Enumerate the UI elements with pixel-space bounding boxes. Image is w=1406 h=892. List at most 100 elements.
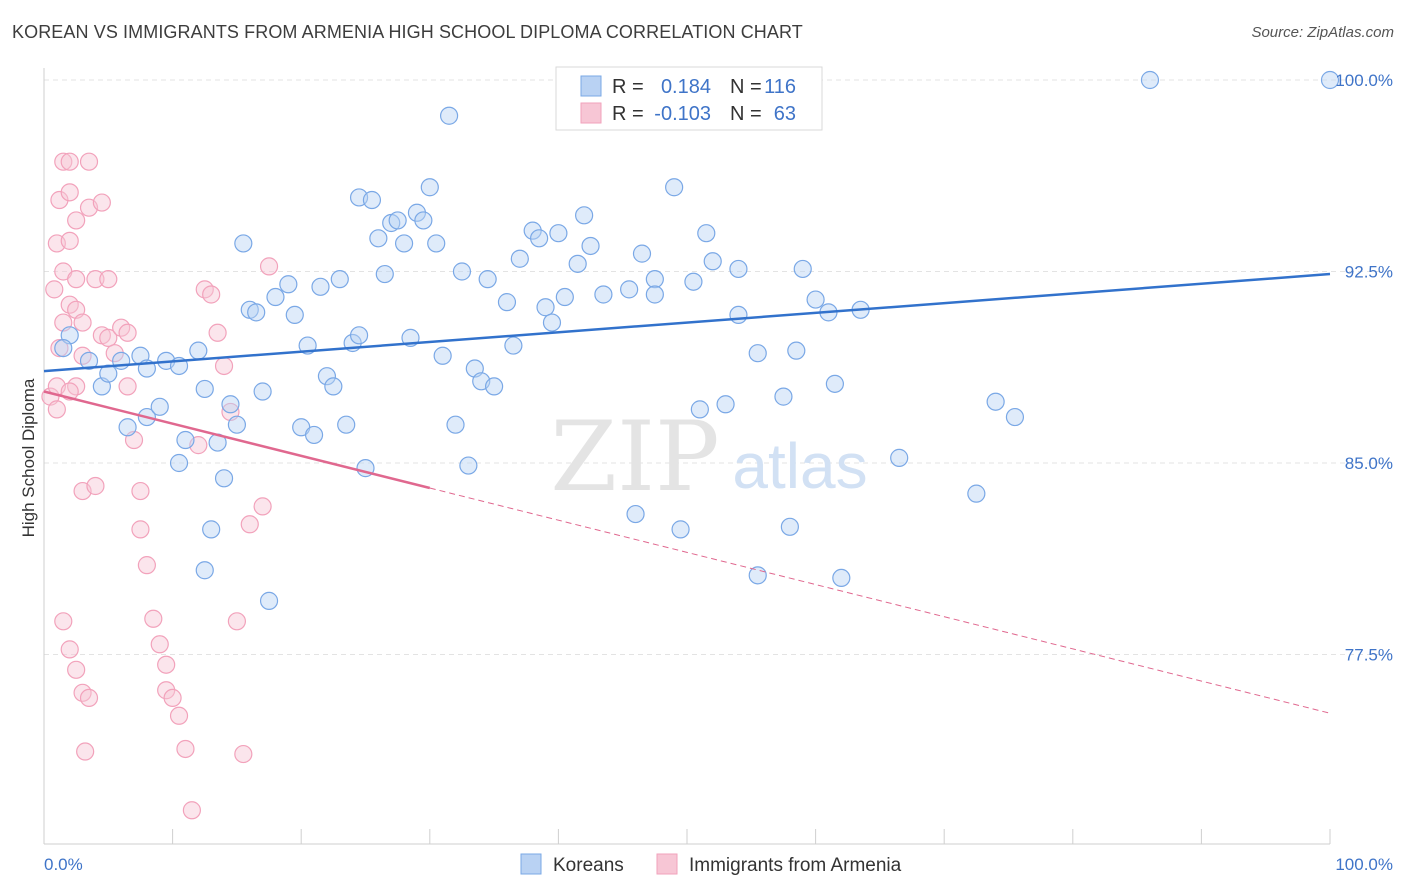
y-tick-label: 77.5% bbox=[1345, 646, 1393, 665]
point-immigrants bbox=[54, 612, 73, 631]
point-immigrants bbox=[67, 660, 86, 679]
point-koreans bbox=[671, 520, 690, 539]
point-immigrants bbox=[50, 339, 69, 358]
axes bbox=[43, 68, 1331, 845]
y-tick-label: 85.0% bbox=[1345, 454, 1393, 473]
stats-row-koreans: R = 0.184 N = 116 bbox=[580, 75, 796, 98]
point-immigrants bbox=[150, 635, 169, 654]
legend-koreans-swatch bbox=[520, 853, 542, 875]
point-immigrants bbox=[45, 280, 64, 299]
point-koreans bbox=[780, 517, 799, 536]
point-koreans bbox=[645, 270, 664, 289]
point-koreans bbox=[214, 469, 234, 488]
point-immigrants bbox=[157, 655, 176, 674]
r-value-koreans: 0.184 bbox=[661, 76, 711, 98]
point-koreans bbox=[665, 178, 684, 197]
point-immigrants bbox=[79, 152, 99, 171]
point-koreans bbox=[317, 367, 337, 386]
point-koreans bbox=[729, 305, 748, 325]
point-koreans bbox=[195, 561, 214, 580]
point-koreans bbox=[279, 275, 298, 294]
point-koreans bbox=[581, 236, 600, 256]
point-koreans bbox=[337, 415, 356, 434]
y-tick-label: 100.0% bbox=[1335, 71, 1393, 90]
point-immigrants bbox=[208, 323, 227, 342]
point-immigrants bbox=[182, 801, 201, 820]
source-credit: Source: ZipAtlas.com bbox=[1251, 24, 1394, 41]
point-koreans bbox=[324, 377, 343, 396]
point-koreans bbox=[234, 234, 253, 253]
n-value-armenia: 63 bbox=[774, 103, 796, 125]
point-koreans bbox=[703, 252, 722, 271]
point-koreans bbox=[825, 374, 844, 393]
point-immigrants bbox=[227, 612, 246, 631]
point-immigrants bbox=[79, 688, 99, 708]
point-koreans bbox=[311, 277, 330, 296]
point-immigrants bbox=[99, 328, 118, 347]
point-immigrants bbox=[118, 377, 137, 396]
watermark-atlas: atlas bbox=[732, 430, 867, 502]
point-koreans bbox=[427, 234, 446, 253]
point-koreans bbox=[626, 504, 645, 524]
x-tick-label-min: 0.0% bbox=[44, 855, 83, 874]
point-koreans bbox=[690, 400, 709, 419]
point-koreans bbox=[169, 453, 189, 473]
point-koreans bbox=[394, 234, 414, 253]
point-immigrants bbox=[259, 257, 279, 276]
grid-lines bbox=[44, 79, 1390, 655]
point-koreans bbox=[793, 259, 812, 279]
point-koreans bbox=[645, 285, 664, 304]
tick-labels: 100.0% 92.5% 85.0% 77.5% 0.0% 100.0% bbox=[44, 71, 1393, 874]
y-axis-label: High School Diploma bbox=[19, 378, 38, 537]
point-koreans bbox=[510, 249, 529, 268]
point-immigrants bbox=[54, 152, 73, 171]
point-koreans bbox=[536, 298, 555, 317]
point-koreans bbox=[632, 244, 652, 263]
legend-armenia-swatch bbox=[656, 853, 678, 875]
point-immigrants bbox=[234, 744, 253, 764]
trend-immigrants-dashed bbox=[429, 487, 1331, 714]
point-immigrants bbox=[76, 742, 95, 761]
point-immigrants bbox=[73, 313, 92, 332]
point-koreans bbox=[439, 106, 459, 125]
point-immigrants bbox=[118, 323, 137, 342]
point-immigrants bbox=[176, 739, 195, 759]
point-immigrants bbox=[67, 270, 86, 289]
point-koreans bbox=[285, 305, 304, 325]
bottom-legend: Koreans Immigrants from Armenia bbox=[520, 853, 902, 876]
point-koreans bbox=[986, 392, 1005, 411]
trend-lines bbox=[43, 272, 1331, 714]
point-koreans bbox=[555, 287, 574, 307]
point-koreans bbox=[748, 344, 767, 363]
y-tick-label: 92.5% bbox=[1345, 263, 1393, 282]
point-koreans bbox=[259, 591, 279, 610]
point-immigrants bbox=[214, 356, 234, 376]
point-immigrants bbox=[60, 183, 79, 202]
point-koreans bbox=[1320, 70, 1340, 90]
point-immigrants bbox=[163, 688, 182, 708]
point-koreans bbox=[253, 382, 272, 401]
series-immigrants-points bbox=[41, 152, 279, 820]
point-koreans bbox=[697, 224, 716, 243]
point-koreans bbox=[79, 351, 99, 370]
point-koreans bbox=[420, 178, 439, 197]
point-immigrants bbox=[131, 520, 150, 539]
point-immigrants bbox=[99, 270, 118, 289]
point-koreans bbox=[620, 280, 639, 299]
point-immigrants bbox=[253, 497, 272, 516]
point-immigrants bbox=[60, 231, 79, 250]
legend-swatch-pink bbox=[580, 102, 602, 124]
point-koreans bbox=[542, 313, 562, 332]
point-immigrants bbox=[202, 285, 221, 304]
point-koreans bbox=[1005, 407, 1025, 427]
point-koreans bbox=[247, 303, 266, 322]
watermark-zip: ZIP bbox=[550, 401, 719, 513]
chart-title: KOREAN VS IMMIGRANTS FROM ARMENIA HIGH S… bbox=[12, 22, 803, 42]
point-koreans bbox=[832, 568, 851, 588]
point-koreans bbox=[227, 415, 246, 434]
point-koreans bbox=[349, 326, 369, 345]
point-immigrants bbox=[60, 152, 79, 171]
point-koreans bbox=[266, 287, 285, 307]
point-koreans bbox=[806, 290, 825, 309]
